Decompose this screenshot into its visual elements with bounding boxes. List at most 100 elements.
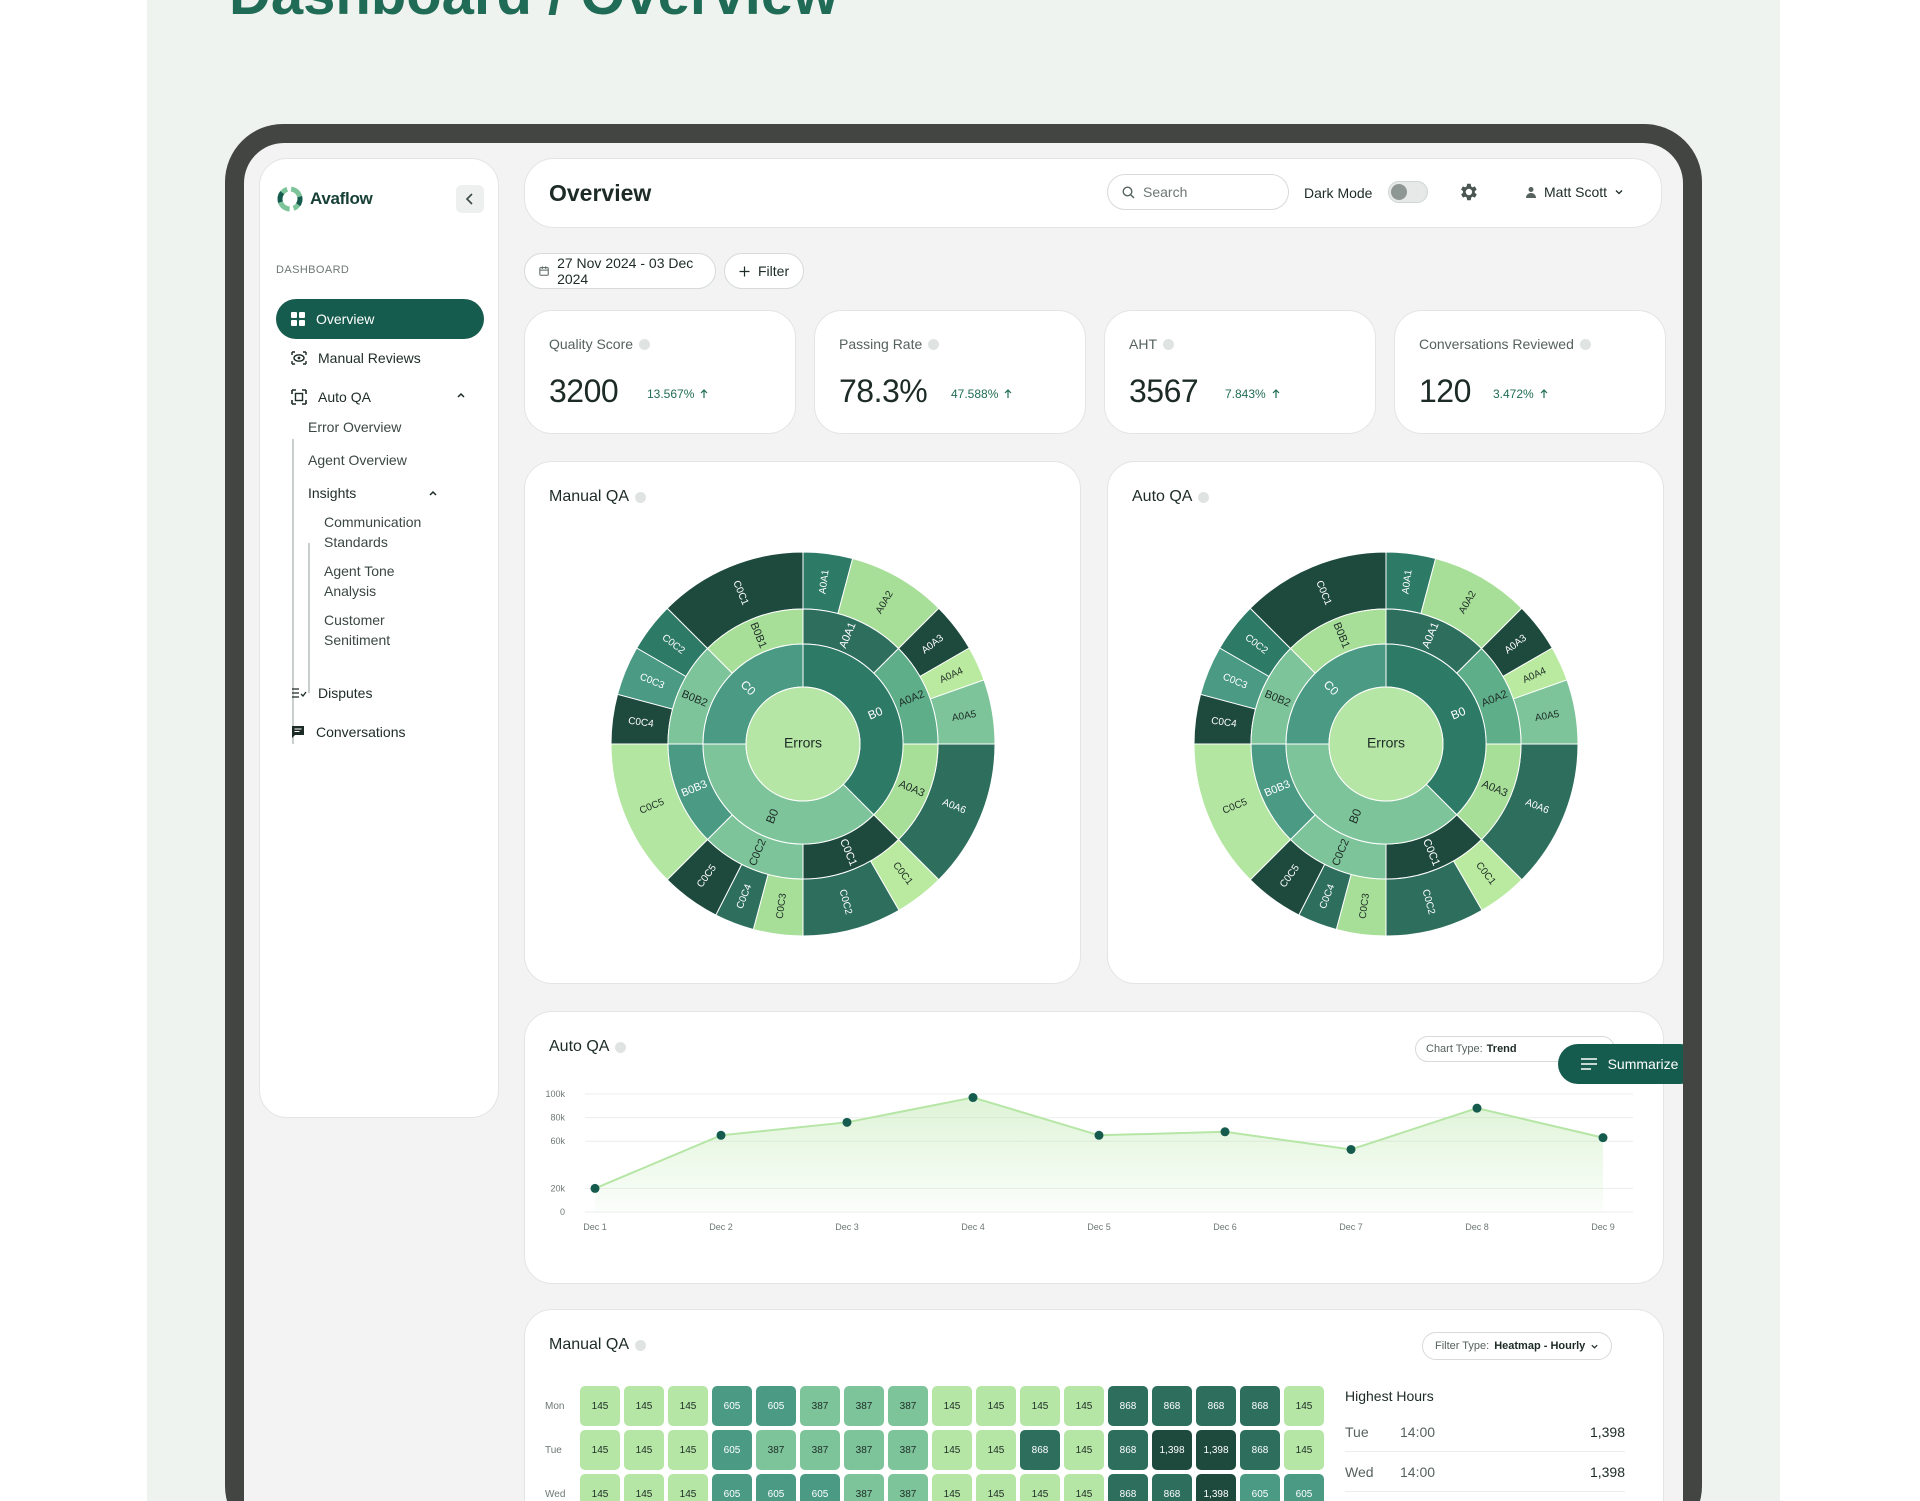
user-menu[interactable]: Matt Scott xyxy=(1525,184,1624,200)
panel-title-text: Manual QA xyxy=(549,488,630,505)
heatmap-cell[interactable]: 387 xyxy=(844,1430,884,1470)
filter-button[interactable]: Filter xyxy=(724,253,805,289)
data-point[interactable] xyxy=(842,1117,852,1127)
heatmap-cell[interactable]: 145 xyxy=(624,1474,664,1501)
sunburst-chart[interactable]: A0A1A0A2A0A3A0A4A0A5A0A6C0C1C0C2C0C3C0C4… xyxy=(611,552,995,936)
info-icon[interactable] xyxy=(1579,338,1591,350)
heatmap-cell[interactable]: 387 xyxy=(756,1430,796,1470)
data-point[interactable] xyxy=(968,1093,978,1103)
heatmap-cell[interactable]: 1,398 xyxy=(1196,1430,1236,1470)
hh-time: 14:00 xyxy=(1400,1423,1436,1440)
heatmap-cell[interactable]: 145 xyxy=(976,1474,1016,1501)
sunburst-center[interactable] xyxy=(745,686,861,802)
heatmap-cell[interactable]: 387 xyxy=(844,1474,884,1501)
heatmap-cell[interactable]: 868 xyxy=(1108,1474,1148,1501)
heatmap-cell[interactable]: 868 xyxy=(1108,1430,1148,1470)
heatmap-cell[interactable]: 605 xyxy=(800,1474,840,1501)
heatmap-cell[interactable]: 1,398 xyxy=(1196,1474,1236,1501)
data-point[interactable] xyxy=(1598,1133,1608,1143)
info-icon[interactable] xyxy=(635,491,647,503)
summarize-button[interactable]: Summarize xyxy=(1558,1044,1683,1084)
heatmap-cell[interactable]: 145 xyxy=(668,1430,708,1470)
data-point[interactable] xyxy=(590,1183,600,1193)
chevron-up-icon[interactable] xyxy=(456,390,466,400)
sunburst-center-label: Errors xyxy=(784,735,822,751)
info-icon[interactable] xyxy=(615,1041,627,1053)
heatmap-cell[interactable]: 145 xyxy=(976,1430,1016,1470)
logo[interactable]: Avaflow xyxy=(276,185,373,213)
filter-type-select[interactable]: Filter Type: Heatmap - Hourly xyxy=(1422,1332,1613,1360)
heatmap-cell[interactable]: 145 xyxy=(932,1430,972,1470)
info-icon[interactable] xyxy=(928,338,940,350)
heatmap-cell[interactable]: 145 xyxy=(1064,1386,1104,1426)
heatmap-cell[interactable]: 387 xyxy=(888,1474,928,1501)
gear-icon[interactable] xyxy=(1457,181,1479,203)
heatmap-cell[interactable]: 145 xyxy=(624,1386,664,1426)
data-point[interactable] xyxy=(1346,1144,1356,1154)
data-point[interactable] xyxy=(1094,1130,1104,1140)
info-icon[interactable] xyxy=(635,1339,647,1351)
date-range-picker[interactable]: 27 Nov 2024 - 03 Dec 2024 xyxy=(524,253,716,289)
user-icon xyxy=(1526,187,1536,198)
heatmap-cell[interactable]: 387 xyxy=(844,1386,884,1426)
info-icon[interactable] xyxy=(1198,491,1210,503)
data-point[interactable] xyxy=(1472,1103,1482,1113)
heatmap-cell[interactable]: 605 xyxy=(1240,1474,1280,1501)
sidebar-subitem-insights[interactable]: Insights xyxy=(308,483,438,503)
heatmap-cell[interactable]: 387 xyxy=(888,1386,928,1426)
heatmap-cell[interactable]: 868 xyxy=(1020,1430,1060,1470)
heatmap-cell[interactable]: 145 xyxy=(1284,1430,1324,1470)
heatmap-cell[interactable]: 868 xyxy=(1152,1386,1192,1426)
heatmap-cell[interactable]: 868 xyxy=(1196,1386,1236,1426)
heatmap-cell[interactable]: 868 xyxy=(1152,1474,1192,1501)
kpi-card-passing-rate: Passing Rate 78.3% 47.588% xyxy=(814,310,1086,434)
heatmap-cell[interactable]: 605 xyxy=(756,1474,796,1501)
sunburst-chart[interactable]: A0A1A0A2A0A3A0A4A0A5A0A6C0C1C0C2C0C3C0C4… xyxy=(1194,552,1578,936)
sidebar-subitem-communication-standards[interactable]: Communication Standards xyxy=(324,514,422,550)
heatmap-cell[interactable]: 605 xyxy=(756,1386,796,1426)
heatmap-cell[interactable]: 145 xyxy=(932,1386,972,1426)
heatmap-cell[interactable]: 145 xyxy=(668,1386,708,1426)
data-point[interactable] xyxy=(716,1130,726,1140)
sidebar-item-auto-qa[interactable]: Auto QA xyxy=(276,377,484,417)
heatmap-cell[interactable]: 145 xyxy=(624,1430,664,1470)
heatmap-cell[interactable]: 145 xyxy=(668,1474,708,1501)
heatmap-cell[interactable]: 145 xyxy=(932,1474,972,1501)
heatmap-cell[interactable]: 605 xyxy=(712,1474,752,1501)
hh-value: 1,398 xyxy=(1589,1423,1625,1440)
heatmap-cell[interactable]: 145 xyxy=(1064,1430,1104,1470)
heatmap-cell[interactable]: 1,398 xyxy=(1152,1430,1192,1470)
heatmap-cell[interactable]: 145 xyxy=(580,1474,620,1501)
heatmap-cell[interactable]: 387 xyxy=(800,1430,840,1470)
heatmap-cell[interactable]: 387 xyxy=(888,1430,928,1470)
dark-mode-toggle[interactable] xyxy=(1388,181,1428,203)
heatmap-cell[interactable]: 605 xyxy=(712,1430,752,1470)
heatmap-cell[interactable]: 145 xyxy=(580,1386,620,1426)
search-input[interactable]: Search xyxy=(1107,174,1289,210)
heatmap-cell[interactable]: 145 xyxy=(1020,1386,1060,1426)
heatmap-cell[interactable]: 868 xyxy=(1108,1386,1148,1426)
info-icon[interactable] xyxy=(1163,338,1174,350)
heatmap-cell[interactable]: 605 xyxy=(1284,1474,1324,1501)
heatmap-cell[interactable]: 605 xyxy=(712,1386,752,1426)
heatmap-cell[interactable]: 145 xyxy=(1020,1474,1060,1501)
sidebar-subitem-agent-tone-analysis[interactable]: Agent Tone Analysis xyxy=(324,563,395,599)
sidebar-subitem-error-overview[interactable]: Error Overview xyxy=(308,419,402,435)
heatmap-cell[interactable]: 145 xyxy=(976,1386,1016,1426)
sidebar-subitem-customer-sentiment[interactable]: Customer Senitiment xyxy=(324,612,391,648)
info-icon[interactable] xyxy=(639,338,651,350)
sidebar-subitem-agent-overview[interactable]: Agent Overview xyxy=(308,452,407,468)
sidebar-item-overview[interactable]: Overview xyxy=(276,299,484,339)
heatmap-cell[interactable]: 145 xyxy=(580,1430,620,1470)
heatmap-cell[interactable]: 145 xyxy=(1064,1474,1104,1501)
data-point[interactable] xyxy=(1220,1127,1230,1137)
collapse-sidebar-button[interactable] xyxy=(456,185,484,213)
heatmap-cell[interactable]: 868 xyxy=(1240,1386,1280,1426)
sidebar-item-disputes[interactable]: Disputes xyxy=(276,673,484,713)
heatmap-cell[interactable]: 387 xyxy=(800,1386,840,1426)
sidebar-item-conversations[interactable]: Conversations xyxy=(276,712,484,752)
sunburst-center[interactable] xyxy=(1328,686,1444,802)
heatmap-cell[interactable]: 145 xyxy=(1284,1386,1324,1426)
heatmap-cell[interactable]: 868 xyxy=(1240,1430,1280,1470)
sidebar-item-manual-reviews[interactable]: Manual Reviews xyxy=(276,338,484,378)
